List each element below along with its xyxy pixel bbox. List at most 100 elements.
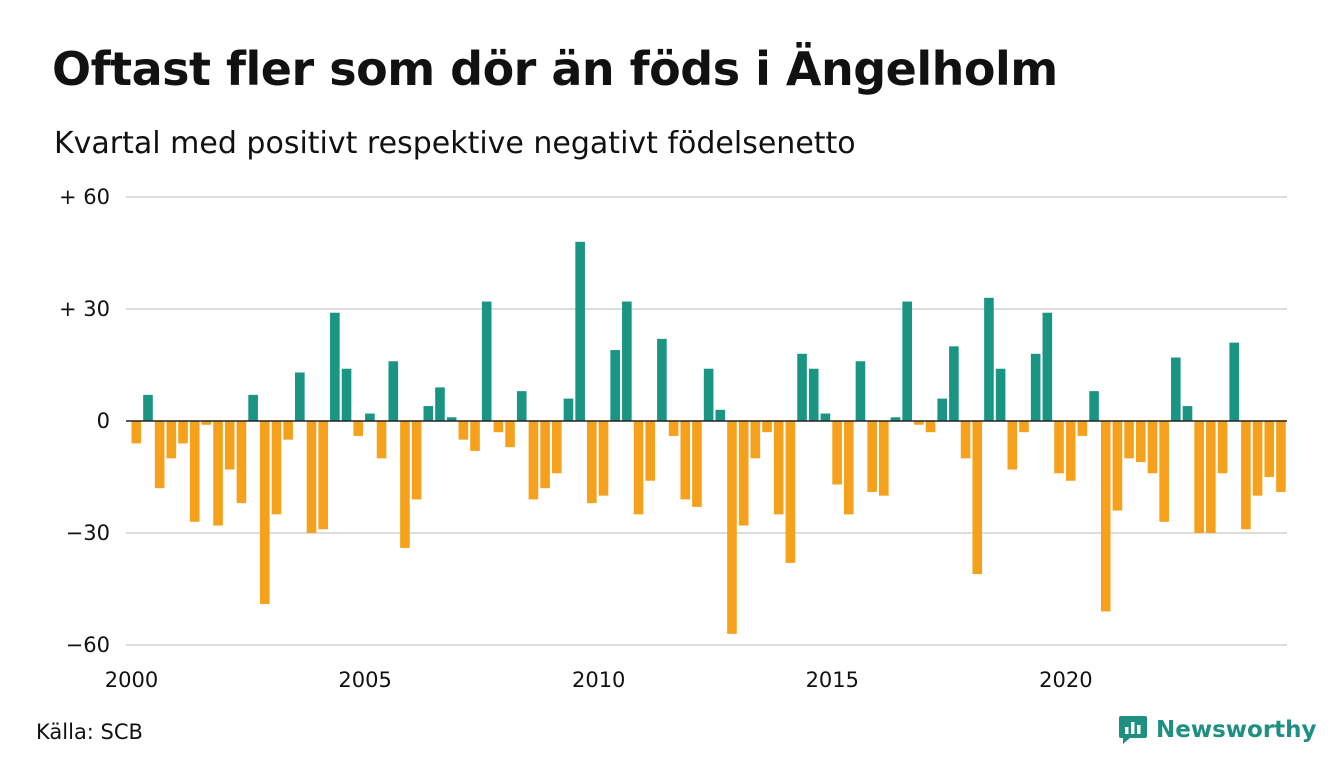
bar (984, 297, 994, 421)
bar (867, 421, 877, 492)
y-tick-label: + 60 (59, 185, 110, 209)
bar (995, 368, 1006, 421)
bar (622, 301, 632, 421)
bar (598, 421, 609, 496)
bar-chart: + 60 + 30 0 −30 −60 2000 2005 2010 2015 2020 (59, 185, 1287, 692)
y-tick-label: 0 (97, 409, 110, 433)
bar (727, 421, 737, 634)
bar (1054, 421, 1064, 474)
bar (1217, 421, 1228, 474)
bar (400, 421, 410, 548)
bar (201, 421, 212, 425)
bar (446, 417, 457, 421)
bar (949, 346, 959, 421)
bar (481, 301, 492, 421)
bar (680, 421, 691, 500)
bar (189, 421, 200, 522)
bar (1264, 421, 1275, 477)
bar (1089, 391, 1099, 421)
bar (505, 421, 515, 448)
bar (890, 417, 901, 421)
bar (271, 421, 282, 515)
bar (563, 398, 574, 421)
bar (832, 421, 842, 485)
bar (411, 421, 422, 500)
bar (797, 353, 807, 421)
bar (587, 421, 597, 504)
bar (341, 368, 352, 421)
x-tick-label: 2015 (806, 668, 859, 692)
bar (1206, 421, 1216, 533)
bar (166, 421, 177, 459)
bar (972, 421, 983, 575)
x-tick-label: 2000 (105, 668, 158, 692)
bar (365, 413, 375, 421)
axes: + 60 + 30 0 −30 −60 2000 2005 2010 2015 2020 (59, 185, 1287, 692)
bar (259, 421, 270, 604)
chart-title: Oftast fler som dör än föds i Ängelholm (52, 42, 1058, 96)
bar (668, 421, 679, 436)
bar (318, 421, 328, 530)
bar (820, 413, 831, 421)
bar (493, 421, 504, 433)
bar (925, 421, 936, 433)
bar (376, 421, 387, 459)
bar (960, 421, 971, 459)
bar (750, 421, 761, 459)
bar (551, 421, 562, 474)
bar (692, 421, 702, 507)
x-tick-label: 2005 (338, 668, 391, 692)
bar (1030, 353, 1041, 421)
bar (575, 241, 585, 421)
bar (131, 421, 142, 444)
bar (516, 391, 527, 421)
y-tick-label: −30 (66, 521, 110, 545)
bar (645, 421, 656, 481)
bar (937, 398, 948, 421)
bar (1112, 421, 1123, 511)
bar (1147, 421, 1158, 474)
bar (1007, 421, 1018, 470)
bar (1229, 342, 1240, 421)
x-tick-label: 2020 (1039, 668, 1092, 692)
bar (762, 421, 772, 433)
bar (283, 421, 293, 440)
bar (528, 421, 539, 500)
bar (224, 421, 235, 470)
bar (1182, 406, 1193, 421)
bar (855, 361, 866, 421)
bar (388, 361, 399, 421)
bar (178, 421, 188, 444)
bar (295, 372, 305, 421)
y-tick-label: + 30 (59, 297, 110, 321)
bar (657, 338, 667, 421)
bar (423, 406, 434, 421)
bar (154, 421, 165, 489)
bar (1171, 357, 1181, 421)
bar (738, 421, 749, 526)
bar (808, 368, 819, 421)
bar (213, 421, 223, 526)
bars (131, 241, 1286, 634)
bar (1159, 421, 1169, 522)
y-tick-label: −60 (66, 633, 110, 657)
bar (435, 387, 445, 421)
source-note: Källa: SCB (36, 720, 143, 744)
bar (633, 421, 644, 515)
bar (248, 394, 258, 421)
brand-name: Newsworthy (1156, 717, 1317, 743)
bar (470, 421, 480, 451)
bar (236, 421, 247, 504)
bar (703, 368, 714, 421)
bar (914, 421, 924, 425)
bar (306, 421, 317, 533)
brand-logo: Newsworthy (1118, 714, 1317, 746)
bar (715, 409, 726, 421)
bar (902, 301, 912, 421)
bar (610, 350, 620, 421)
bar (353, 421, 364, 436)
bar (785, 421, 796, 563)
bar (879, 421, 889, 496)
bar (330, 312, 340, 421)
bar (1065, 421, 1076, 481)
